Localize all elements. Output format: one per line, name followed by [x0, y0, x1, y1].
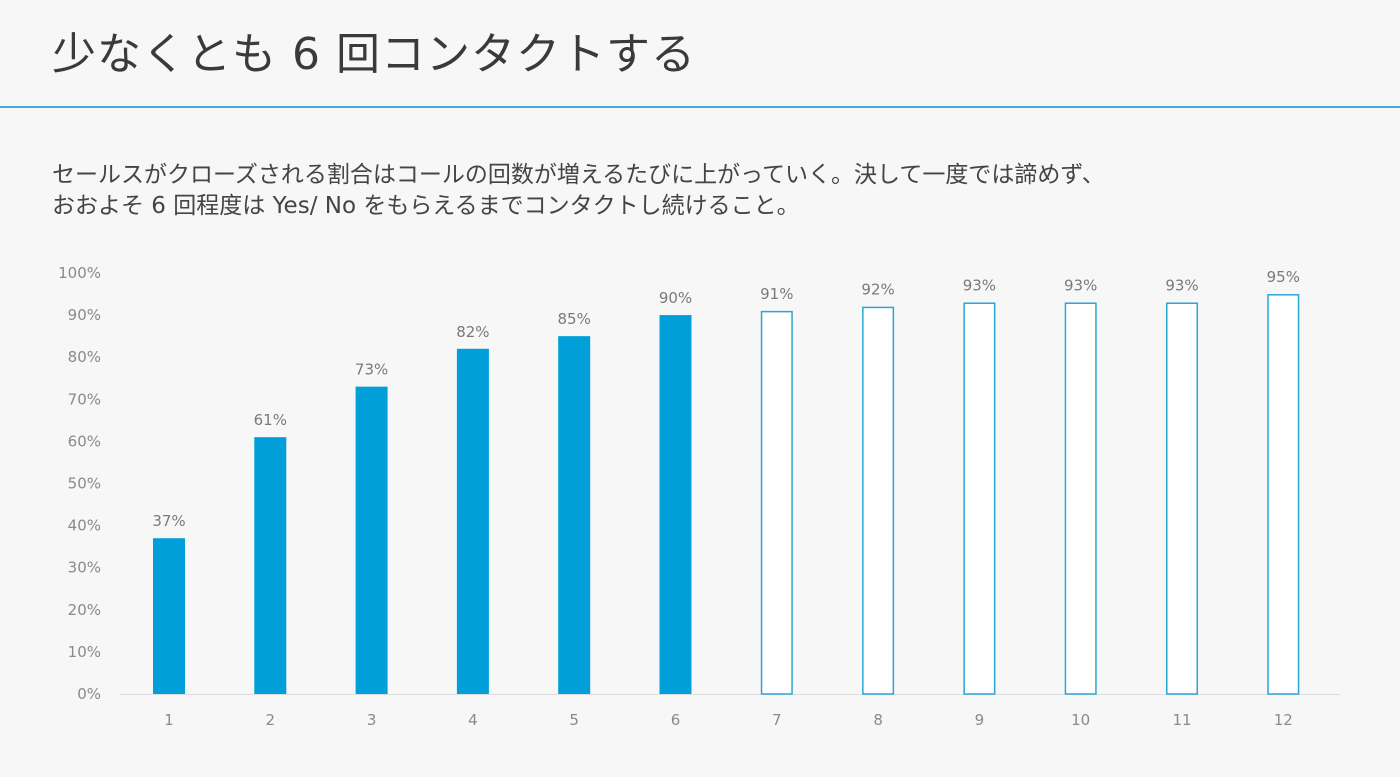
bar-series: 37% 61% 73% 82% 85% 90% 91% 92% 93% 93% 93% 95%: [152, 268, 1300, 695]
slide-title: 少なくとも 6 回コンタクトする: [52, 29, 696, 80]
description-line-2: おおよそ 6 回程度は Yes/ No をもらえるまでコンタクトし続けること。: [52, 193, 800, 219]
y-tick-label: 100%: [58, 264, 101, 282]
data-label: 91%: [760, 285, 793, 303]
data-label: 73%: [355, 361, 388, 379]
y-tick-label: 60%: [68, 432, 101, 450]
x-tick-label: 4: [468, 711, 478, 729]
bar: [456, 348, 489, 694]
x-tick-label: 11: [1172, 711, 1191, 729]
data-label: 92%: [861, 281, 894, 299]
data-label: 85%: [558, 310, 591, 328]
data-label: 93%: [963, 276, 996, 294]
x-tick-label: 3: [367, 711, 377, 729]
data-label: 95%: [1267, 268, 1300, 286]
y-tick-label: 70%: [68, 390, 101, 408]
data-label: 37%: [152, 512, 185, 530]
data-label: 90%: [659, 289, 692, 307]
x-tick-label: 9: [975, 711, 985, 729]
x-tick-label: 1: [164, 711, 174, 729]
x-tick-label: 7: [772, 711, 782, 729]
y-tick-label: 10%: [68, 643, 101, 661]
y-tick-label: 50%: [68, 475, 101, 493]
x-tick-label: 2: [266, 711, 276, 729]
bar: [1267, 294, 1300, 695]
bar: [558, 336, 591, 694]
x-tick-label: 5: [569, 711, 579, 729]
bar: [862, 306, 895, 695]
description: セールスがクローズされる割合はコールの回数が増えるたびに上がっていく。決して一度…: [52, 160, 1382, 222]
y-axis: 0% 10% 20% 30% 40% 50% 60% 70% 80% 90% 100%: [58, 264, 101, 703]
y-tick-label: 20%: [68, 601, 101, 619]
bar: [1064, 302, 1097, 695]
x-tick-label: 6: [671, 711, 681, 729]
y-tick-label: 90%: [68, 306, 101, 324]
x-axis: 1 2 3 4 5 6 7 8 9 10 11 12: [164, 711, 1293, 729]
bar: [963, 302, 996, 695]
x-tick-label: 12: [1274, 711, 1293, 729]
bar: [153, 538, 185, 694]
bar: [760, 310, 793, 695]
data-label: 93%: [1064, 276, 1097, 294]
description-line-1: セールスがクローズされる割合はコールの回数が増えるたびに上がっていく。決して一度…: [52, 162, 1105, 188]
bar: [355, 386, 388, 694]
bar-chart: 0% 10% 20% 30% 40% 50% 60% 70% 80% 90% 100% 37% 61%…: [58, 264, 1340, 729]
data-label: 61%: [254, 411, 287, 429]
y-tick-label: 0%: [77, 685, 101, 703]
y-tick-label: 40%: [68, 517, 101, 535]
bar: [1166, 302, 1198, 695]
y-tick-label: 80%: [68, 348, 101, 366]
data-label: 82%: [456, 323, 489, 341]
x-tick-label: 10: [1071, 711, 1090, 729]
bar: [659, 315, 692, 694]
x-tick-label: 8: [873, 711, 883, 729]
y-tick-label: 30%: [68, 559, 101, 577]
data-label: 93%: [1165, 276, 1198, 294]
title-divider: [0, 106, 1400, 108]
bar: [254, 437, 287, 694]
